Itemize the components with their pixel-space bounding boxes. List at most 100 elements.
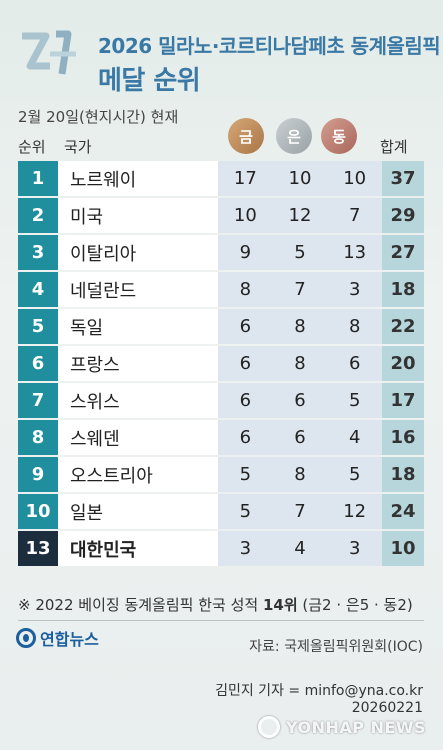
country-cell: 일본 bbox=[58, 494, 218, 529]
gold-count: 6 bbox=[239, 316, 252, 337]
medals-cell: 17 10 10 bbox=[218, 161, 382, 196]
table-row: 6 프랑스 6 8 6 20 bbox=[18, 346, 424, 381]
total-cell: 24 bbox=[382, 494, 424, 529]
bronze-count: 4 bbox=[348, 427, 361, 448]
medals-cell: 6 8 6 bbox=[218, 346, 382, 381]
source-credit: 자료: 국제올림픽위원회(IOC) bbox=[249, 639, 423, 655]
country-cell: 노르웨이 bbox=[58, 161, 218, 196]
rank-cell: 7 bbox=[18, 383, 58, 418]
silver-medal-icon: 은 bbox=[276, 118, 312, 154]
country-cell: 스웨덴 bbox=[58, 420, 218, 455]
yonhap-logo-icon bbox=[16, 628, 36, 648]
medals-cell: 6 6 5 bbox=[218, 383, 382, 418]
country-cell: 네덜란드 bbox=[58, 272, 218, 307]
header: 2026 밀라노·코르티나담페초 동계올림픽 메달 순위 bbox=[0, 0, 443, 100]
medals-cell: 9 5 13 bbox=[218, 235, 382, 270]
watermark: YONHAP NEWS bbox=[258, 716, 426, 738]
table-row: 2 미국 10 12 7 29 bbox=[18, 198, 424, 233]
rank-cell: 10 bbox=[18, 494, 58, 529]
rank-cell: 1 bbox=[18, 161, 58, 196]
total-cell: 18 bbox=[382, 457, 424, 492]
total-cell: 20 bbox=[382, 346, 424, 381]
watermark-logo-icon bbox=[258, 716, 280, 738]
silver-count: 5 bbox=[294, 242, 306, 263]
medals-cell: 6 6 4 bbox=[218, 420, 382, 455]
total-cell: 16 bbox=[382, 420, 424, 455]
footnote-rank: 14위 bbox=[262, 596, 298, 614]
table-row: 3 이탈리아 9 5 13 27 bbox=[18, 235, 424, 270]
gold-medal-icon: 금 bbox=[228, 118, 264, 154]
olympic-emblem-icon bbox=[22, 30, 76, 75]
total-cell: 27 bbox=[382, 235, 424, 270]
footnote-suffix: (금2 · 은5 · 동2) bbox=[297, 596, 413, 614]
rank-cell: 4 bbox=[18, 272, 58, 307]
bronze-count: 7 bbox=[348, 205, 361, 226]
gold-count: 8 bbox=[239, 279, 252, 300]
gold-count: 6 bbox=[239, 353, 252, 374]
country-cell: 프랑스 bbox=[58, 346, 218, 381]
rank-cell: 13 bbox=[18, 531, 58, 566]
bronze-count: 12 bbox=[343, 501, 367, 522]
silver-count: 4 bbox=[294, 538, 306, 559]
total-cell: 29 bbox=[382, 198, 424, 233]
gold-count: 6 bbox=[239, 427, 252, 448]
total-cell: 22 bbox=[382, 309, 424, 344]
country-cell: 스위스 bbox=[58, 383, 218, 418]
country-cell: 오스트리아 bbox=[58, 457, 218, 492]
rank-cell: 6 bbox=[18, 346, 58, 381]
bronze-count: 3 bbox=[348, 538, 361, 559]
table-row: 13 대한민국 3 4 3 10 bbox=[18, 531, 424, 566]
country-cell: 대한민국 bbox=[58, 531, 218, 566]
gold-count: 17 bbox=[233, 168, 257, 189]
silver-count: 7 bbox=[294, 501, 306, 522]
title-line1: 2026 밀라노·코르티나담페초 동계올림픽 bbox=[98, 34, 441, 58]
footnote-prefix: ※ 2022 베이징 동계올림픽 한국 성적 bbox=[18, 596, 263, 614]
column-header-country: 국가 bbox=[64, 138, 92, 156]
gold-count: 6 bbox=[239, 390, 252, 411]
medals-cell: 5 8 5 bbox=[218, 457, 382, 492]
table-row: 10 일본 5 7 12 24 bbox=[18, 494, 424, 529]
medals-cell: 3 4 3 bbox=[218, 531, 382, 566]
bronze-count: 5 bbox=[348, 390, 361, 411]
divider bbox=[18, 620, 424, 621]
total-cell: 37 bbox=[382, 161, 424, 196]
total-cell: 18 bbox=[382, 272, 424, 307]
silver-count: 8 bbox=[294, 353, 306, 374]
bronze-count: 6 bbox=[348, 353, 361, 374]
brand-name: 연합뉴스 bbox=[40, 630, 99, 649]
gold-count: 9 bbox=[239, 242, 252, 263]
medals-cell: 8 7 3 bbox=[218, 272, 382, 307]
silver-count: 8 bbox=[294, 464, 306, 485]
footnote: ※ 2022 베이징 동계올림픽 한국 성적 14위 (금2 · 은5 · 동2… bbox=[18, 594, 413, 615]
reporter-credit: 김민지 기자 = minfo@yna.co.kr bbox=[215, 683, 423, 699]
page-title: 메달 순위 bbox=[98, 66, 201, 96]
column-header-total: 합계 bbox=[380, 138, 408, 156]
silver-count: 12 bbox=[288, 205, 312, 226]
total-cell: 10 bbox=[382, 531, 424, 566]
rank-cell: 2 bbox=[18, 198, 58, 233]
table-row: 1 노르웨이 17 10 10 37 bbox=[18, 161, 424, 196]
country-cell: 독일 bbox=[58, 309, 218, 344]
silver-count: 6 bbox=[294, 390, 306, 411]
rank-cell: 5 bbox=[18, 309, 58, 344]
rank-cell: 9 bbox=[18, 457, 58, 492]
as-of-date: 2월 20일(현지시간) 현재 bbox=[18, 108, 179, 126]
table-row: 4 네덜란드 8 7 3 18 bbox=[18, 272, 424, 307]
table-row: 8 스웨덴 6 6 4 16 bbox=[18, 420, 424, 455]
silver-count: 8 bbox=[294, 316, 306, 337]
gold-count: 3 bbox=[239, 538, 252, 559]
rank-cell: 3 bbox=[18, 235, 58, 270]
gold-count: 10 bbox=[233, 205, 257, 226]
bronze-medal-icon: 동 bbox=[321, 118, 357, 154]
table-row: 9 오스트리아 5 8 5 18 bbox=[18, 457, 424, 492]
country-cell: 이탈리아 bbox=[58, 235, 218, 270]
watermark-text: YONHAP NEWS bbox=[286, 717, 427, 737]
medal-table: 1 노르웨이 17 10 10 37 2 미국 10 12 7 29 3 이탈리아 9 5 13 27 4 네덜란드 8… bbox=[18, 161, 424, 568]
silver-count: 6 bbox=[294, 427, 306, 448]
table-row: 7 스위스 6 6 5 17 bbox=[18, 383, 424, 418]
column-header-rank: 순위 bbox=[18, 138, 46, 156]
bronze-count: 13 bbox=[343, 242, 367, 263]
country-cell: 미국 bbox=[58, 198, 218, 233]
brand-logo: 연합뉴스 bbox=[16, 626, 99, 650]
medals-cell: 5 7 12 bbox=[218, 494, 382, 529]
